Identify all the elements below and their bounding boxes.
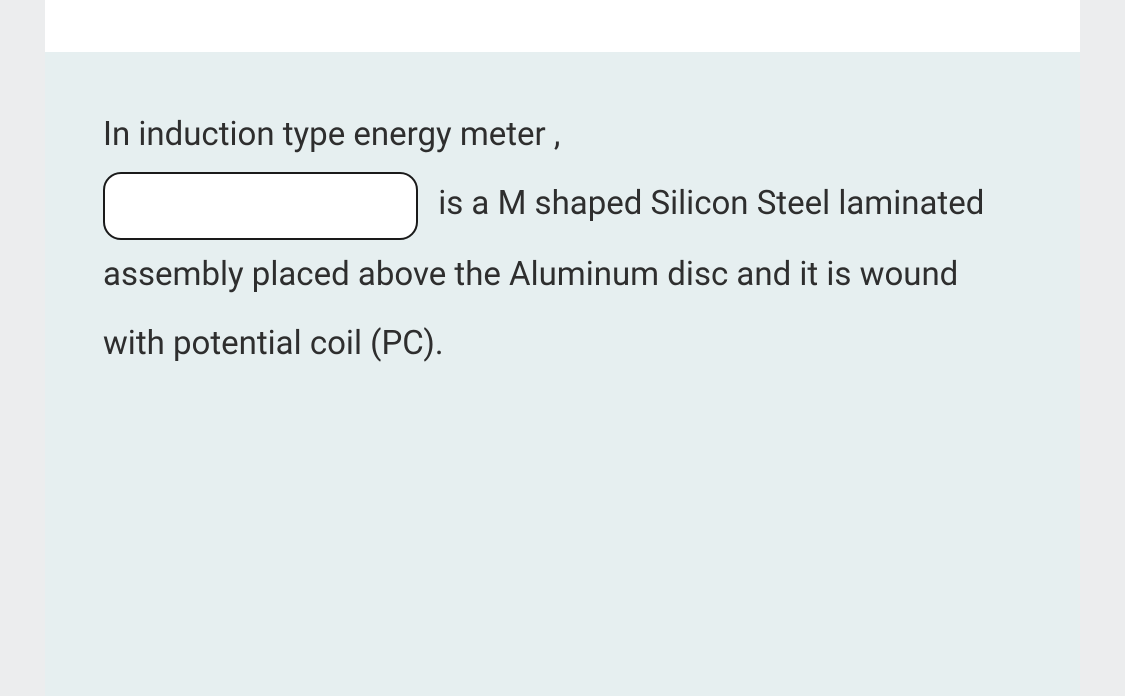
question-text-line1: In induction type energy meter , (103, 115, 560, 154)
question-panel: In induction type energy meter , is a M … (45, 52, 1080, 696)
question-text: In induction type energy meter , is a M … (103, 100, 1022, 378)
page-container: In induction type energy meter , is a M … (0, 0, 1125, 696)
answer-input[interactable] (103, 172, 418, 240)
card-top-whitespace (45, 0, 1080, 52)
